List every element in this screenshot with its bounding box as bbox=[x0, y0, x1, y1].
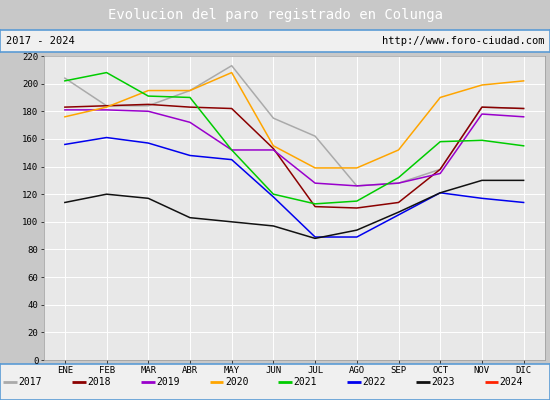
Text: 2019: 2019 bbox=[156, 377, 179, 387]
Text: Evolucion del paro registrado en Colunga: Evolucion del paro registrado en Colunga bbox=[107, 8, 443, 22]
Text: 2017 - 2024: 2017 - 2024 bbox=[6, 36, 74, 46]
Text: 2022: 2022 bbox=[362, 377, 386, 387]
Text: 2023: 2023 bbox=[431, 377, 454, 387]
Text: 2020: 2020 bbox=[225, 377, 248, 387]
Text: 2021: 2021 bbox=[294, 377, 317, 387]
Text: 2018: 2018 bbox=[87, 377, 111, 387]
Text: http://www.foro-ciudad.com: http://www.foro-ciudad.com bbox=[382, 36, 544, 46]
Text: 2017: 2017 bbox=[19, 377, 42, 387]
Text: 2024: 2024 bbox=[500, 377, 523, 387]
